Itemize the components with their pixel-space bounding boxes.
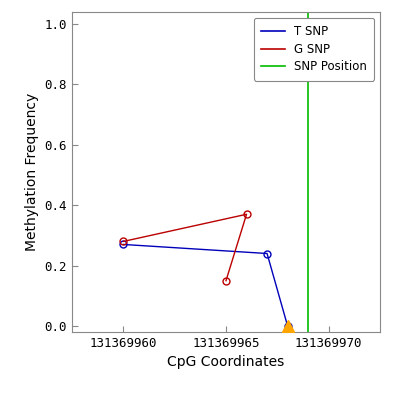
Y-axis label: Methylation Frequency: Methylation Frequency — [25, 93, 39, 251]
X-axis label: CpG Coordinates: CpG Coordinates — [167, 356, 285, 370]
Legend: T SNP, G SNP, SNP Position: T SNP, G SNP, SNP Position — [254, 18, 374, 80]
